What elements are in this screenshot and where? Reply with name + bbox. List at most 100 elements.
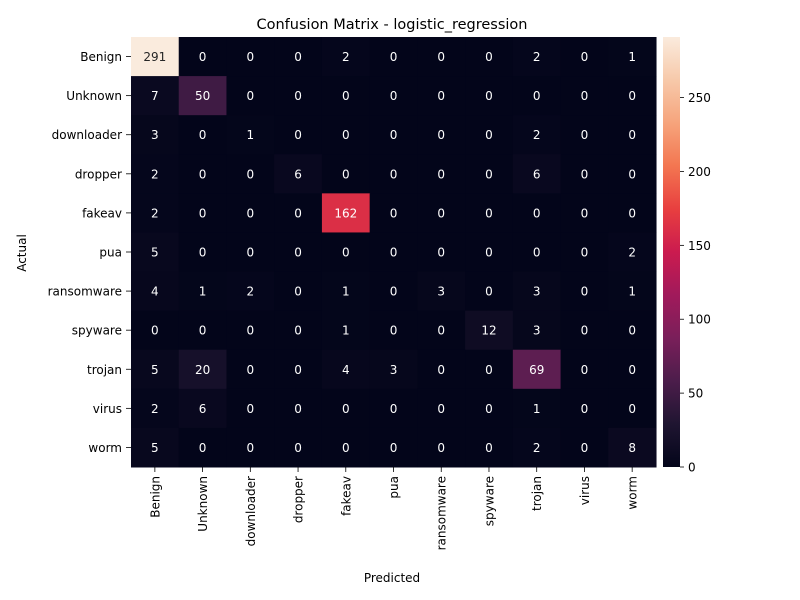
cell-value-label: 6 [533,167,541,181]
heatmap-cell [131,115,180,155]
heatmap-cell [560,349,609,390]
y-tick-label: fakeav [82,206,122,220]
cell-value-label: 0 [485,245,493,259]
cell-value-label: 0 [342,402,350,416]
y-tick-label: trojan [87,363,122,377]
cell-value-label: 2 [533,50,541,64]
heatmap-cell [417,271,466,312]
heatmap-cell [417,154,466,194]
cell-value-label: 0 [294,89,302,103]
heatmap-cells [131,37,657,468]
cell-value-label: 0 [199,128,207,142]
cell-value-label: 0 [294,363,302,377]
cell-value-label: 2 [628,245,636,259]
heatmap-cell [608,310,657,351]
cell-value-label: 0 [294,402,302,416]
heatmap-cell [465,349,514,390]
heatmap-cell [131,232,180,273]
heatmap-cell [560,232,609,273]
heatmap-cell [512,349,562,390]
y-tick-label: ransomware [48,285,122,299]
heatmap-cell [131,388,180,429]
heatmap-cell [226,115,275,155]
cell-value-label: 0 [342,167,350,181]
cell-value-label: 4 [151,285,159,299]
cell-value-label: 0 [247,324,255,338]
cell-value-label: 20 [195,363,210,377]
cell-value-label: 0 [390,89,398,103]
cell-value-label: 0 [485,363,493,377]
cell-value-label: 1 [342,324,350,338]
x-tick-label: downloader [244,476,258,546]
heatmap-cell [369,349,418,390]
cell-value-label: 0 [294,324,302,338]
cell-value-label: 0 [628,324,636,338]
cell-value-label: 1 [247,128,255,142]
x-tick-label: virus [578,476,592,505]
cell-annotations: 291 0 0 0 2 0 0 0 2 0 17 50 0 0 0 0 0 0 0 0 03 0 1 0 0 0 0 0 2 0 02 0 0 6… [143,50,636,455]
heatmap-cell [417,349,466,390]
heatmap-cell [274,310,323,351]
heatmap-cell [369,427,418,468]
cell-value-label: 0 [342,128,350,142]
heatmap-cell [178,154,227,194]
cell-value-label: 0 [581,285,589,299]
heatmap-cell [274,271,323,312]
cell-value-label: 0 [247,402,255,416]
heatmap-cell [274,388,323,429]
heatmap-cell [226,154,275,194]
heatmap-cell [131,193,180,233]
colorbar-tick-label: 50 [688,387,703,401]
cell-value-label: 0 [628,363,636,377]
heatmap-cell [512,427,562,468]
cell-value-label: 162 [334,206,357,220]
heatmap-cell [369,388,418,429]
cell-value-label: 0 [247,245,255,259]
cell-value-label: 0 [628,128,636,142]
cell-value-label: 0 [247,206,255,220]
cell-value-label: 0 [199,167,207,181]
cell-value-label: 2 [342,50,350,64]
heatmap-cell [465,76,514,116]
x-tick-label: trojan [530,476,544,511]
heatmap-cell [512,271,562,312]
cell-value-label: 0 [199,245,207,259]
cell-value-label: 0 [437,89,445,103]
heatmap-cell [417,232,466,273]
y-tick-label: pua [99,245,122,259]
cell-value-label: 0 [342,89,350,103]
heatmap-cell [131,349,180,390]
cell-value-label: 0 [342,441,350,455]
heatmap-cell [131,76,180,116]
cell-value-label: 3 [533,285,541,299]
cell-value-label: 0 [437,167,445,181]
cell-value-label: 0 [199,441,207,455]
heatmap-cell [178,271,227,312]
heatmap-cell [131,271,180,312]
cell-value-label: 7 [151,89,159,103]
heatmap-cell [321,349,371,390]
heatmap-cell [369,115,418,155]
cell-value-label: 0 [485,206,493,220]
cell-value-label: 0 [199,324,207,338]
colorbar: 0 50 100 150 200 250 [663,37,711,475]
cell-value-label: 2 [533,441,541,455]
heatmap-cell [274,427,323,468]
heatmap-cell [369,154,418,194]
cell-value-label: 0 [390,402,398,416]
heatmap-cell [321,427,371,468]
heatmap-cell [608,154,657,194]
cell-value-label: 0 [437,128,445,142]
heatmap-cell [417,193,466,233]
heatmap-cell [560,388,609,429]
heatmap-cell [178,193,227,233]
cell-value-label: 0 [437,245,445,259]
heatmap-cell [512,310,562,351]
heatmap-cell [321,271,371,312]
heatmap-cell [512,115,562,155]
cell-value-label: 12 [481,324,496,338]
heatmap-cell [369,271,418,312]
heatmap-cell [321,193,371,233]
heatmap-cell [178,427,227,468]
cell-value-label: 0 [199,50,207,64]
